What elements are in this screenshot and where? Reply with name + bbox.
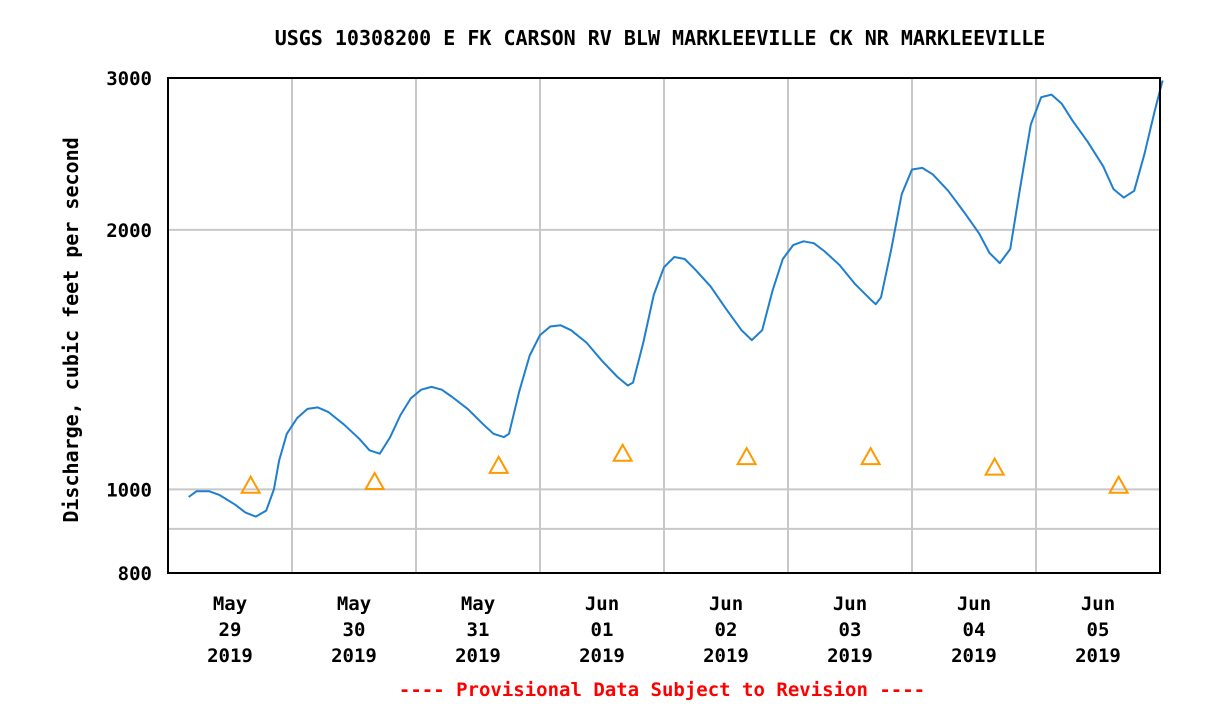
plot-frame xyxy=(167,77,1161,574)
x-tick-label: 2019 xyxy=(827,645,873,667)
median-triangle-marker xyxy=(983,456,1006,476)
x-tick-label: May xyxy=(213,593,247,615)
median-triangle-marker xyxy=(611,442,634,462)
gridlines xyxy=(168,77,1160,574)
y-tick-label: 800 xyxy=(118,563,152,585)
chart-title: USGS 10308200 E FK CARSON RV BLW MARKLEE… xyxy=(275,26,1046,50)
x-tick-label: May xyxy=(337,593,371,615)
x-tick-label: Jun xyxy=(1081,593,1115,615)
x-tick-label: 01 xyxy=(591,619,614,641)
x-tick-label: Jun xyxy=(957,593,991,615)
x-tick-label: Jun xyxy=(709,593,743,615)
x-tick-label: 04 xyxy=(963,619,986,641)
series-layer xyxy=(188,80,1164,518)
x-tick-label: 2019 xyxy=(455,645,501,667)
discharge-line xyxy=(188,80,1164,518)
y-tick-label: 1000 xyxy=(106,479,152,501)
median-triangle-marker xyxy=(1107,474,1130,494)
y-tick-label: 3000 xyxy=(106,68,152,90)
median-triangle-marker xyxy=(487,454,510,474)
median-triangle-marker xyxy=(735,446,758,466)
x-tick-label: Jun xyxy=(585,593,619,615)
provisional-note: ---- Provisional Data Subject to Revisio… xyxy=(399,679,925,701)
y-tick-label: 2000 xyxy=(106,220,152,242)
y-tick-labels: 800 1000 2000 3000 xyxy=(106,68,152,585)
x-tick-label: 29 xyxy=(219,619,242,641)
x-tick-label: 2019 xyxy=(331,645,377,667)
x-tick-label: 31 xyxy=(467,619,490,641)
x-tick-label: 2019 xyxy=(703,645,749,667)
x-tick-label: 2019 xyxy=(579,645,625,667)
x-tick-label: May xyxy=(461,593,495,615)
x-tick-label: 30 xyxy=(343,619,366,641)
x-tick-label: 2019 xyxy=(951,645,997,667)
x-tick-label: 05 xyxy=(1087,619,1110,641)
median-triangle-marker xyxy=(239,474,262,494)
x-tick-label: 02 xyxy=(715,619,738,641)
x-tick-label: Jun xyxy=(833,593,867,615)
x-tick-label: 2019 xyxy=(207,645,253,667)
y-axis-label: Discharge, cubic feet per second xyxy=(59,137,83,522)
x-tick-label: 03 xyxy=(839,619,862,641)
median-triangle-marker xyxy=(859,446,882,466)
x-tick-label: 2019 xyxy=(1075,645,1121,667)
median-triangle-marker xyxy=(363,470,386,491)
x-tick-labels: May 29 2019 May 30 2019 May 31 2019 Jun 01 2019 Jun 0… xyxy=(207,593,1121,667)
